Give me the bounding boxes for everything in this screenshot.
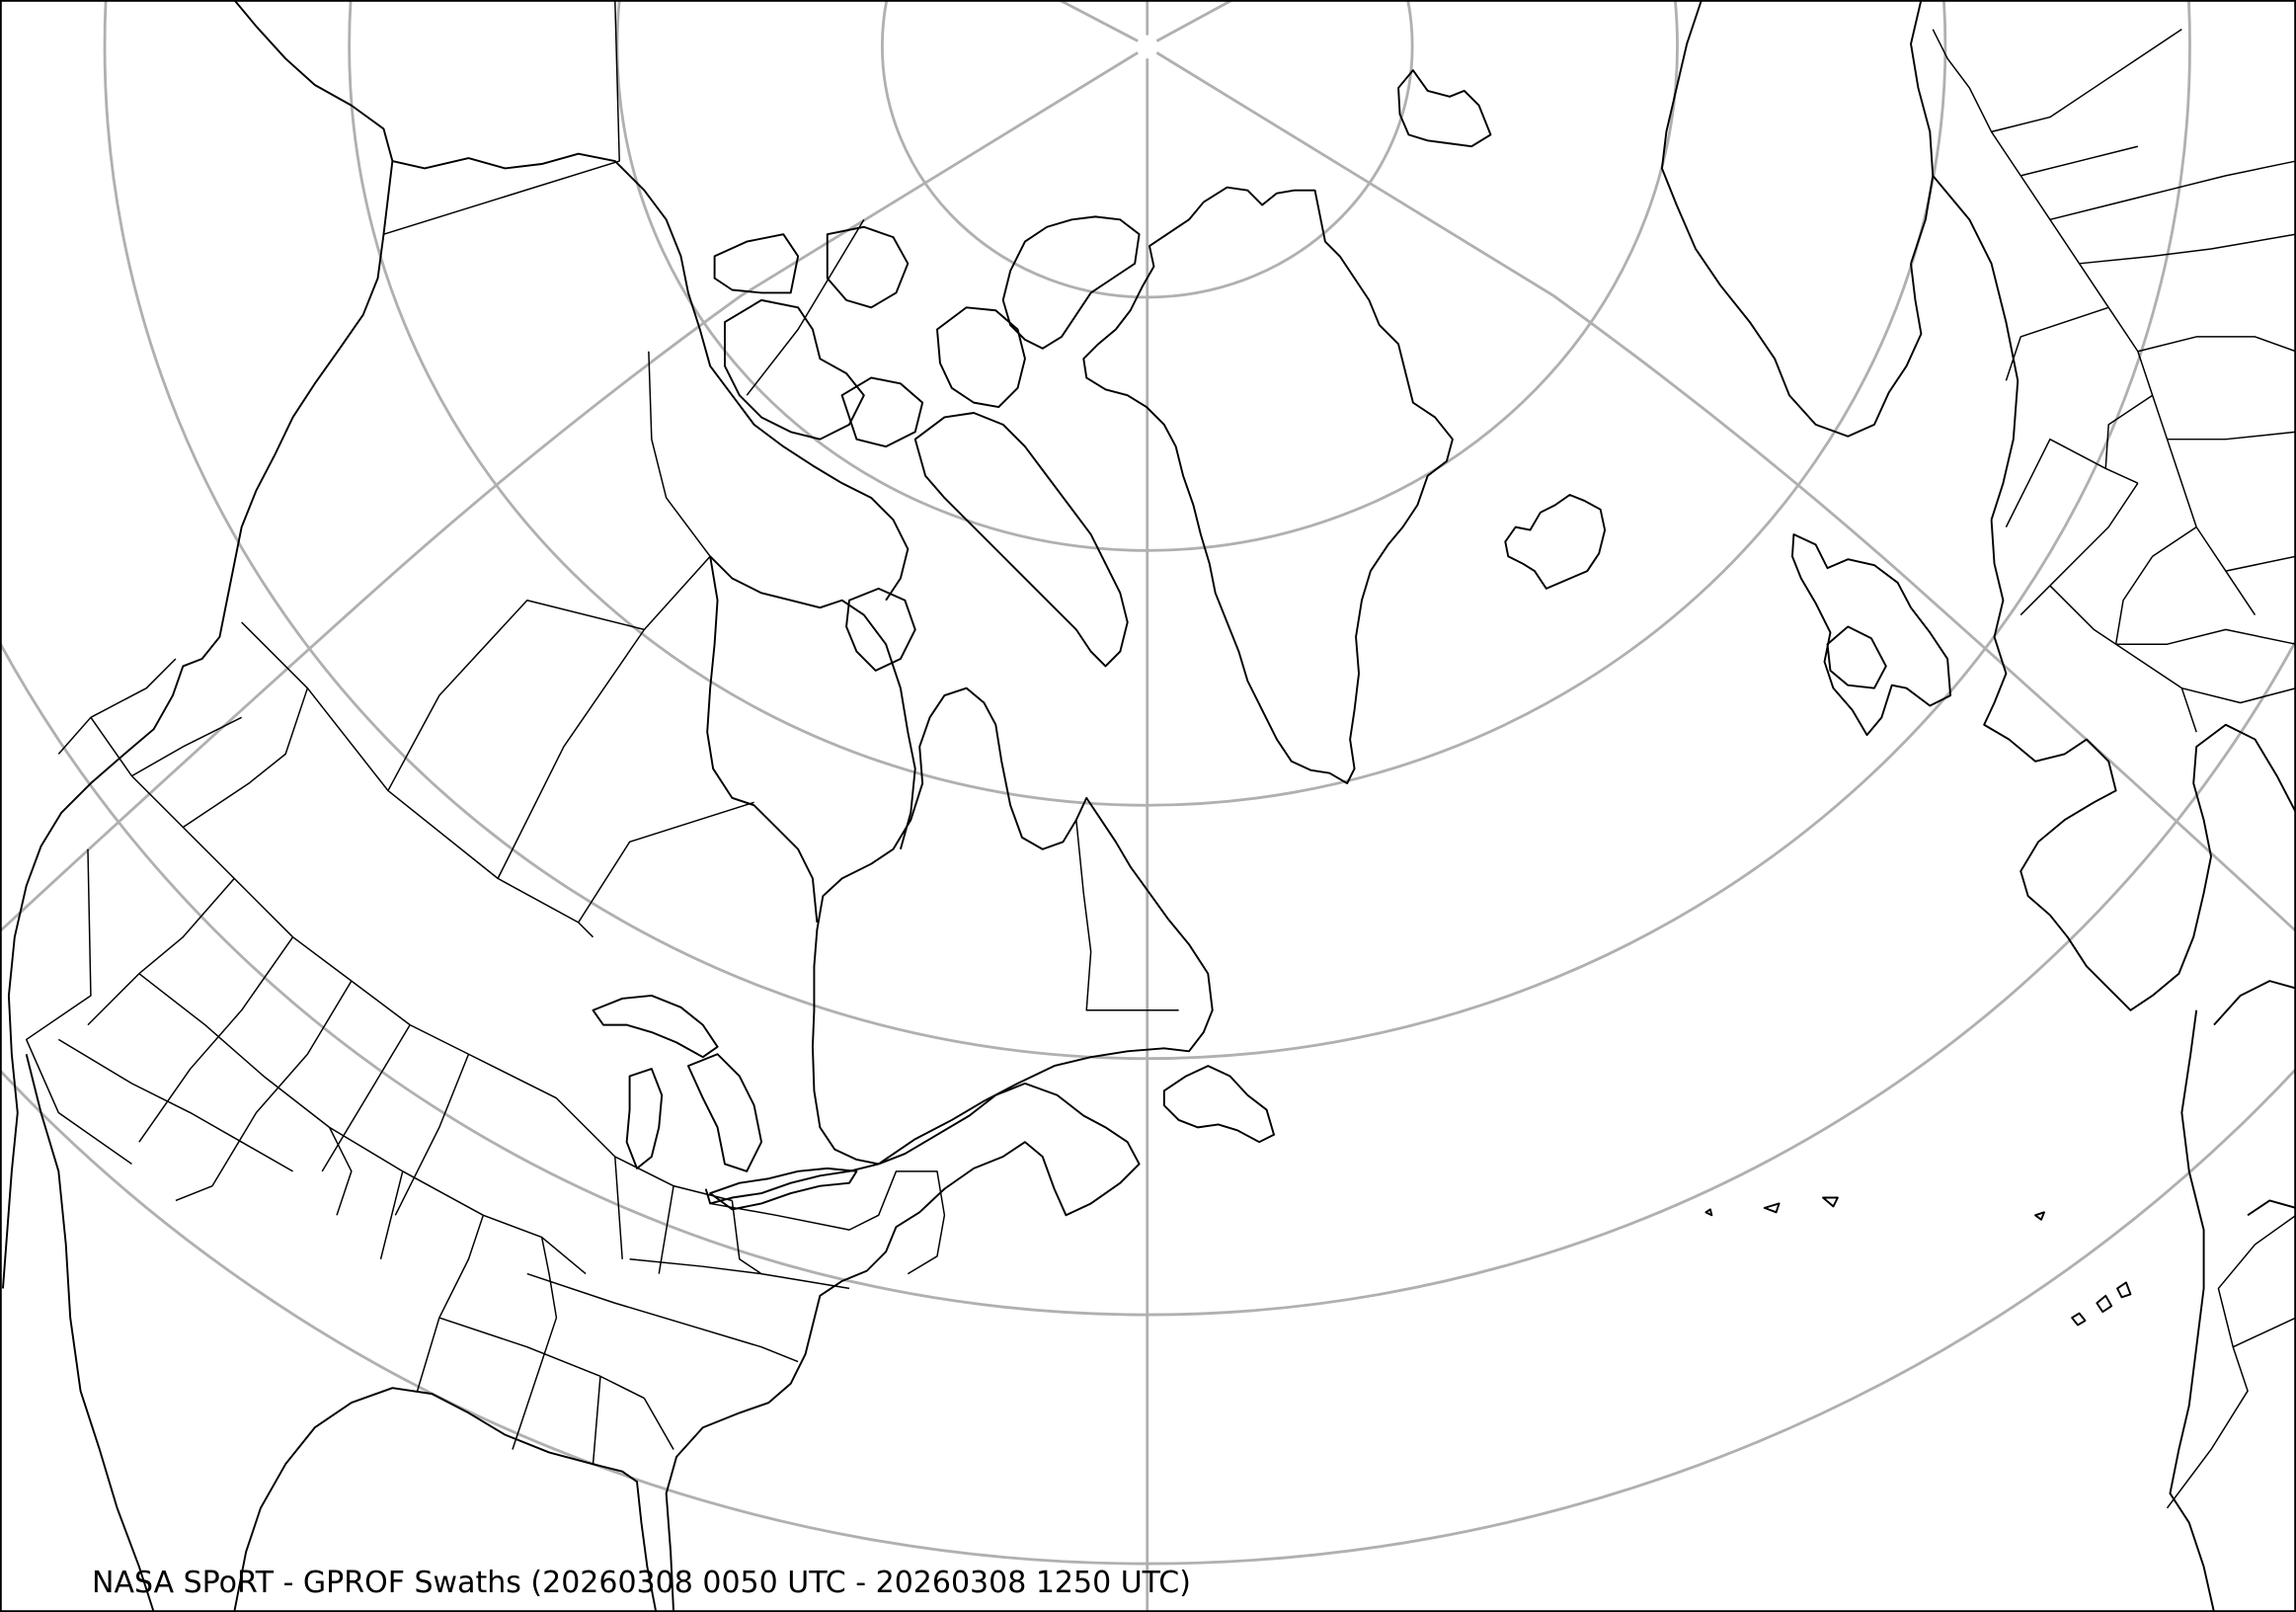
- meridian-line: [1155, 0, 1233, 42]
- arctic-mainland-coast: [392, 152, 910, 602]
- north-america-west-coast: [2, 0, 394, 1289]
- ellesmere-coast: [1001, 215, 1141, 350]
- europe-country-borders: [1932, 29, 2296, 733]
- eastern-canada-coast: [811, 686, 1214, 1166]
- mediterranean-coast: [2213, 980, 2296, 1026]
- canada-us-border: [241, 621, 594, 938]
- mediterranean-coast: [2247, 1199, 2296, 1217]
- map-title: NASA SPoRT - GPROF Swaths (20260308 0050…: [92, 1566, 1191, 1600]
- africa-borders: [2166, 1214, 2296, 1509]
- azores-islands: [1704, 1196, 2045, 1221]
- lake-michigan: [625, 1068, 664, 1169]
- lake-huron: [686, 1053, 763, 1172]
- greenland-coast: [1082, 186, 1454, 784]
- meridian-line: [0, 51, 1139, 932]
- canada-us-border-east: [710, 1170, 946, 1275]
- us-state-borders: [25, 658, 850, 1465]
- meridian-line: [1155, 51, 2296, 932]
- canary-islands: [2071, 1281, 2132, 1327]
- baltic-coast: [1932, 175, 2019, 521]
- lake-superior: [592, 994, 719, 1059]
- manitoba-ontario-border: [578, 801, 754, 924]
- svalbard-coast: [1397, 69, 1492, 148]
- iceland-coast: [1504, 494, 1607, 590]
- victoria-island: [724, 298, 865, 441]
- continental-europe-coast: [1983, 520, 2296, 1011]
- yukon-nwt-border: [648, 351, 711, 557]
- arctic-island: [713, 233, 800, 294]
- africa-west-coast: [2169, 1009, 2215, 1612]
- florida-east-coast: [665, 1082, 1141, 1612]
- mexico-west-coast: [25, 1054, 155, 1612]
- lake-erie-ontario: [709, 1167, 858, 1211]
- bc-alberta-border: [387, 555, 711, 791]
- southampton-island: [845, 587, 916, 672]
- alaska-canada-border: [383, 0, 620, 235]
- arctic-island: [840, 376, 924, 448]
- norway-coast: [1660, 0, 1923, 438]
- baffin-island: [913, 412, 1129, 668]
- gulf-coast: [233, 1387, 658, 1612]
- meridian-line: [1059, 0, 1139, 42]
- great-britain-coast: [1790, 533, 1952, 737]
- quebec-labrador-border: [1075, 820, 1179, 1011]
- ireland-coast: [1826, 625, 1887, 689]
- arctic-island: [936, 306, 1026, 409]
- hudson-bay-coast: [709, 555, 916, 849]
- sweden-finland-coast: [1910, 0, 1935, 265]
- alberta-saskatchewan-border: [497, 628, 646, 879]
- arctic-island: [826, 225, 910, 309]
- hudson-bay-west-coast: [706, 556, 819, 923]
- political-boundaries: [25, 0, 2296, 1509]
- nunavut-border: [746, 218, 865, 396]
- newfoundland-coast: [1162, 1065, 1275, 1144]
